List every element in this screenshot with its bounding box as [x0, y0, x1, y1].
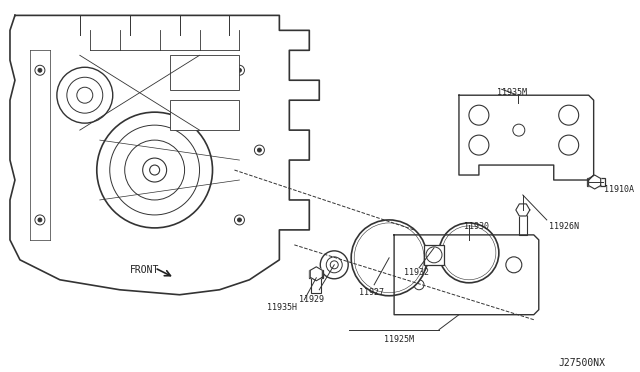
Text: 11925M: 11925M: [384, 335, 414, 344]
Bar: [587, 178, 605, 186]
Circle shape: [38, 68, 42, 72]
Circle shape: [426, 247, 442, 263]
Text: 11932: 11932: [404, 268, 429, 277]
Circle shape: [67, 77, 103, 113]
Circle shape: [469, 105, 489, 125]
Circle shape: [453, 237, 485, 269]
Circle shape: [464, 248, 474, 258]
Circle shape: [457, 241, 481, 265]
Text: 11927: 11927: [359, 288, 384, 297]
Circle shape: [150, 165, 159, 175]
Circle shape: [361, 230, 417, 286]
Text: FRONT: FRONT: [130, 265, 159, 275]
Circle shape: [35, 215, 45, 225]
Circle shape: [255, 145, 264, 155]
Bar: [170, 55, 239, 90]
Polygon shape: [10, 15, 319, 295]
Text: 11930: 11930: [464, 222, 489, 231]
Circle shape: [38, 218, 42, 222]
Circle shape: [143, 158, 166, 182]
Circle shape: [506, 257, 522, 273]
Circle shape: [234, 215, 244, 225]
Circle shape: [237, 68, 241, 72]
Bar: [309, 270, 323, 278]
Polygon shape: [310, 267, 323, 281]
Polygon shape: [589, 175, 601, 189]
Circle shape: [125, 140, 184, 200]
Circle shape: [450, 234, 488, 272]
Circle shape: [513, 124, 525, 136]
Circle shape: [330, 261, 338, 269]
Polygon shape: [394, 235, 539, 315]
Circle shape: [35, 65, 45, 75]
Circle shape: [439, 223, 499, 283]
Circle shape: [57, 67, 113, 123]
Circle shape: [354, 223, 424, 293]
Circle shape: [320, 251, 348, 279]
Circle shape: [234, 65, 244, 75]
Bar: [170, 100, 239, 130]
Circle shape: [442, 226, 496, 280]
Circle shape: [469, 135, 489, 155]
Circle shape: [381, 250, 397, 266]
Text: 11926N: 11926N: [548, 222, 579, 231]
Circle shape: [367, 236, 411, 280]
Circle shape: [559, 135, 579, 155]
Text: 11935M: 11935M: [497, 88, 527, 97]
Circle shape: [326, 257, 342, 273]
Text: 11910A: 11910A: [604, 185, 634, 194]
Bar: [311, 278, 321, 293]
Bar: [519, 215, 527, 235]
Circle shape: [77, 87, 93, 103]
Circle shape: [447, 231, 491, 275]
Circle shape: [109, 125, 200, 215]
Polygon shape: [459, 95, 594, 180]
Circle shape: [364, 233, 414, 283]
Circle shape: [411, 257, 427, 273]
Circle shape: [371, 240, 407, 276]
Text: 11929: 11929: [300, 295, 324, 304]
Circle shape: [559, 105, 579, 125]
Circle shape: [414, 280, 424, 290]
Circle shape: [351, 220, 427, 296]
Circle shape: [257, 148, 261, 152]
Circle shape: [97, 112, 212, 228]
Text: J27500NX: J27500NX: [559, 357, 605, 368]
Bar: [424, 245, 444, 265]
Polygon shape: [516, 204, 530, 216]
Circle shape: [237, 218, 241, 222]
Circle shape: [445, 229, 493, 277]
Circle shape: [357, 226, 421, 290]
Text: 11935H: 11935H: [268, 303, 298, 312]
